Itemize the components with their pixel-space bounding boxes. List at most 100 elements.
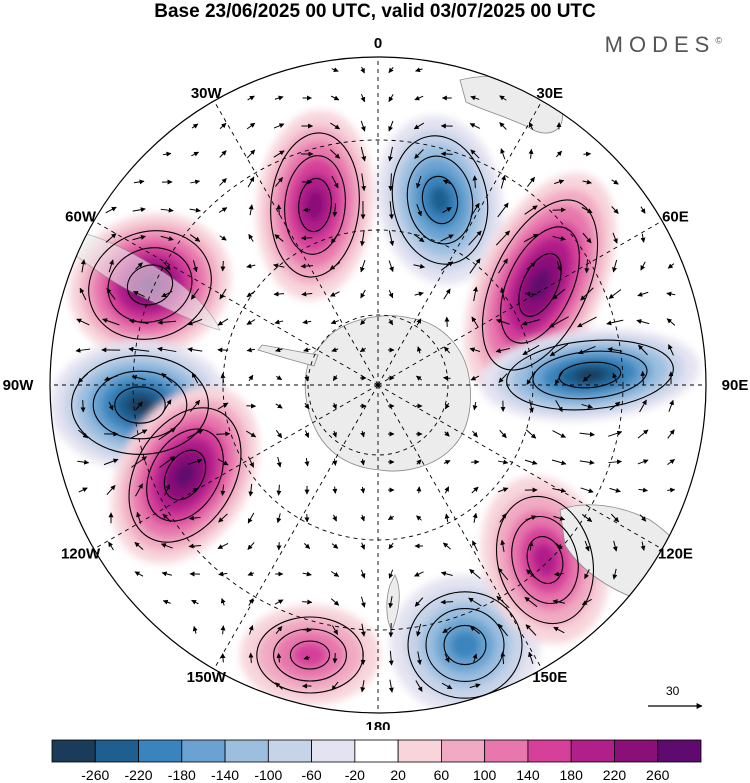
wind-arrow [219, 235, 227, 241]
wind-arrow [248, 374, 254, 382]
wind-arrow [444, 486, 450, 494]
wind-arrow [416, 375, 422, 381]
wind-arrow [106, 288, 116, 300]
wind-arrow [388, 173, 394, 192]
wind-arrow [79, 287, 87, 301]
contour-ring [92, 370, 188, 440]
wind-arrow [416, 346, 422, 354]
wind-arrow [331, 543, 339, 549]
wind-arrow [303, 543, 311, 549]
wind-arrow [523, 233, 539, 243]
wind-arrow [360, 542, 365, 550]
wind-arrow [161, 571, 172, 577]
wind-arrow [667, 458, 676, 466]
wind-arrow [582, 179, 592, 185]
wind-arrow [554, 371, 564, 385]
wind-arrow [301, 235, 313, 241]
wind-arrow [553, 626, 565, 634]
meridian-line [377, 100, 543, 386]
wind-arrow [302, 571, 312, 577]
wind-arrow [528, 121, 534, 130]
wind-arrow [471, 316, 479, 328]
wind-arrow [608, 430, 623, 437]
wind-arrow [581, 514, 593, 522]
wind-arrow [579, 459, 595, 465]
wind-arrow [442, 375, 451, 381]
wind-arrow [329, 261, 341, 271]
lon-120e-label: 120E [658, 546, 693, 563]
wind-arrow [302, 599, 313, 605]
wind-arrow [361, 173, 367, 192]
wind-arrow [469, 258, 481, 274]
wind-arrow [468, 597, 482, 607]
colorbar-swatch [138, 739, 183, 763]
wind-arrow [332, 375, 338, 381]
wind-arrow [581, 598, 592, 606]
wind-arrow [416, 651, 422, 665]
modes-logo: MODES© [605, 32, 722, 58]
wind-arrow [528, 541, 534, 551]
wind-arrow [191, 599, 199, 605]
wind-arrow [248, 483, 254, 497]
meridian-line [93, 220, 379, 386]
colorbar-swatch [657, 739, 702, 763]
wind-arrow [526, 176, 536, 188]
wind-arrow [553, 515, 566, 521]
wind-arrow [443, 346, 451, 354]
colorbar-tick-label: -140 [211, 767, 239, 783]
wind-arrow [135, 483, 143, 497]
lon-0-label: 0 [374, 35, 382, 52]
colorbar-swatch [527, 739, 572, 763]
wind-arrow [220, 653, 226, 663]
wind-arrow [131, 456, 148, 468]
colorbar: -260 -220 -180 -140 -100 -60 -20 20 60 100 140 180 2… [51, 739, 702, 783]
wind-arrow [470, 149, 480, 159]
wind-arrow [416, 175, 422, 189]
anomaly-high-115w-band [174, 462, 196, 488]
wind-arrow [440, 234, 454, 242]
wind-arrow [360, 66, 365, 74]
wind-arrow [360, 120, 366, 132]
wind-arrow [521, 319, 540, 326]
wind-arrow [416, 459, 422, 465]
wind-arrow [158, 427, 176, 441]
wind-arrow [191, 151, 200, 157]
wind-arrow [607, 347, 623, 353]
wind-arrow [499, 122, 507, 130]
wind-arrow [638, 344, 648, 356]
anomaly-high-115w-contours [128, 407, 242, 543]
wind-arrow [440, 261, 454, 271]
wind-arrow [273, 150, 285, 158]
wind-arrow [611, 206, 619, 214]
wind-arrow [472, 512, 478, 523]
anomaly-high-10w-contours [270, 132, 360, 278]
wind-arrow [330, 122, 341, 130]
wind-arrow [524, 596, 538, 608]
wind-arrow [161, 372, 173, 384]
wind-arrow [163, 261, 171, 271]
contour-ring [481, 199, 599, 371]
wind-arrow [330, 232, 340, 244]
wind-arrow [220, 260, 226, 272]
wind-arrow [666, 291, 676, 297]
wind-arrow [102, 318, 120, 326]
anomaly-high-170w [240, 605, 380, 705]
wind-arrow [134, 541, 144, 551]
wind-arrow [247, 571, 255, 576]
wind-arrow [217, 402, 229, 410]
wind-arrow [160, 543, 173, 549]
wind-arrow [302, 319, 312, 325]
wind-arrow [76, 318, 90, 326]
wind-arrow [160, 207, 174, 213]
wind-arrow [444, 402, 450, 410]
wind-arrow [525, 624, 537, 636]
colorbar-tick-label: -20 [345, 767, 365, 783]
south-america-landmass [67, 229, 221, 331]
wind-arrow [495, 347, 510, 354]
wind-arrow [217, 543, 229, 549]
wind-arrow [584, 540, 590, 552]
wind-arrow [666, 318, 676, 326]
wind-arrow [639, 514, 647, 522]
wind-arrow [329, 149, 341, 159]
wind-arrow [500, 651, 506, 665]
